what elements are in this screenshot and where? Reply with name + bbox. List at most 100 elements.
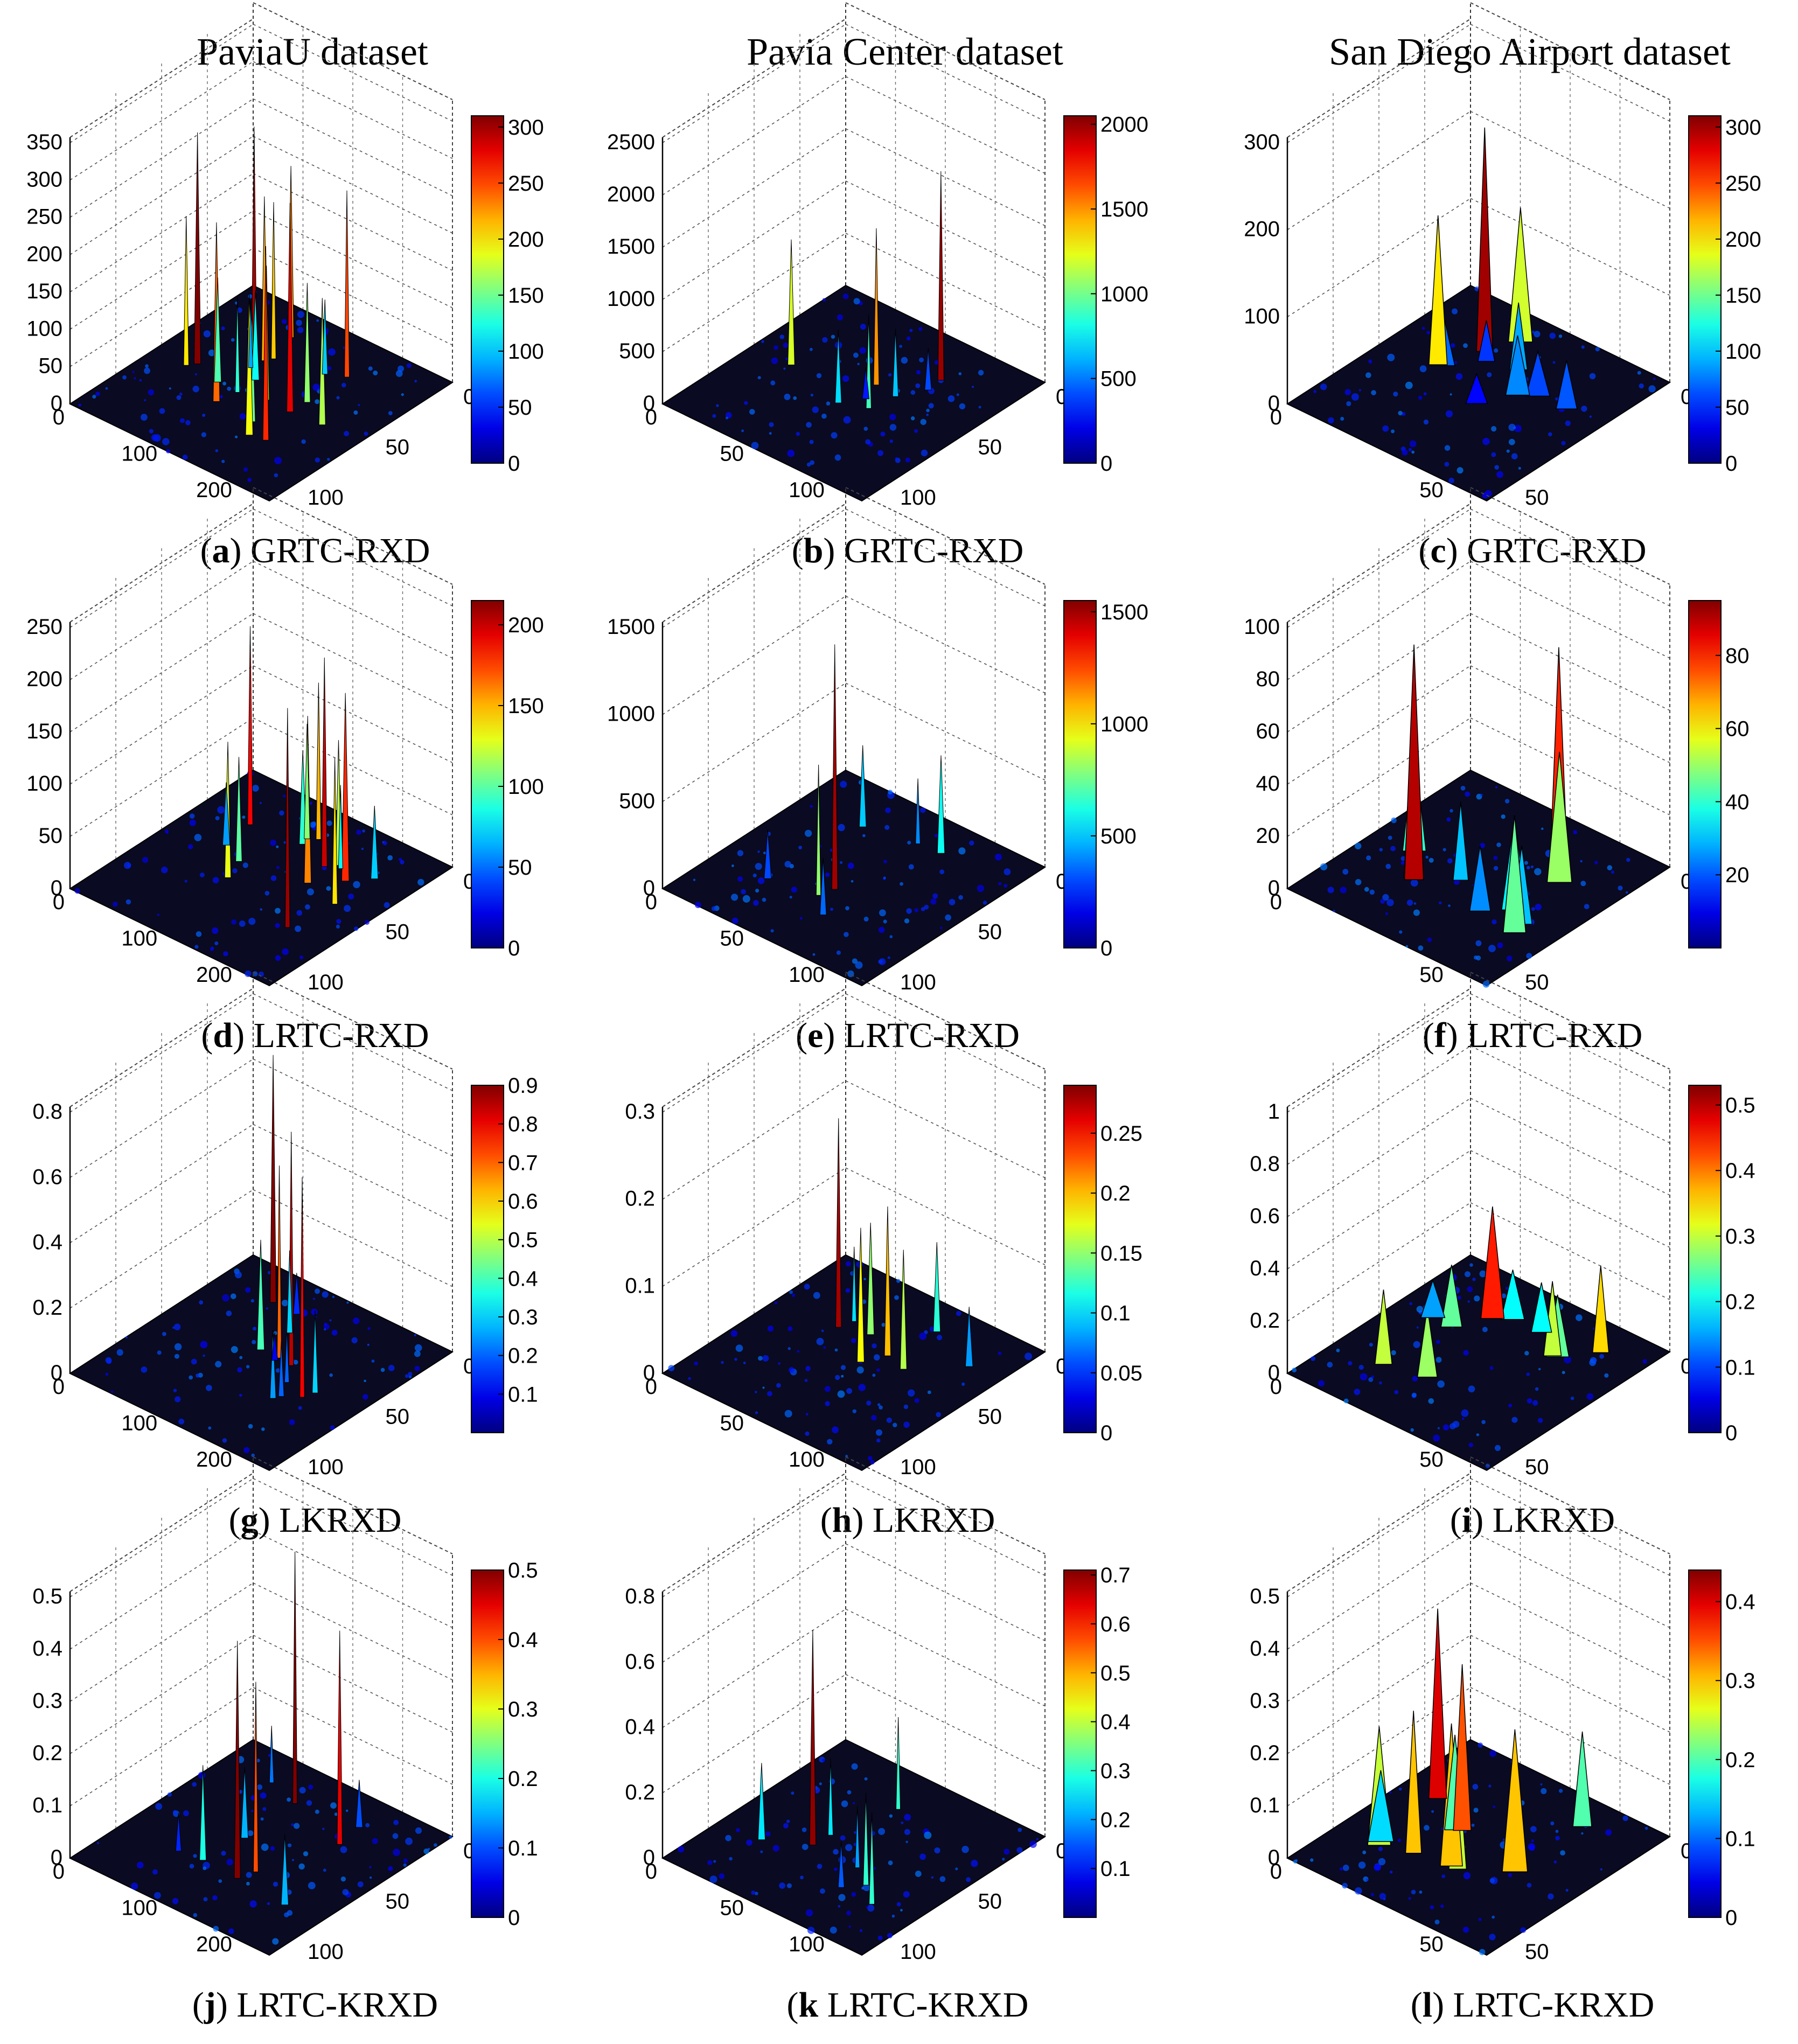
- surface-bump: [1365, 1878, 1369, 1881]
- surface-bump: [958, 895, 963, 900]
- surface-bump: [1410, 879, 1418, 887]
- surface-bump: [364, 920, 370, 925]
- surface-bump: [1494, 1445, 1501, 1451]
- surface-bump: [1492, 919, 1497, 925]
- surface-bump: [851, 1892, 856, 1897]
- surface-bump: [845, 1261, 851, 1267]
- panel-caption-g: (g) LKRXD: [228, 1501, 402, 1540]
- surface-bump: [312, 383, 320, 391]
- peak-mark: [281, 1833, 289, 1906]
- surface-bump: [1541, 827, 1544, 831]
- panel-method: LKRXD: [1492, 1501, 1615, 1540]
- y-tick-label: 50: [978, 1890, 1002, 1914]
- surface-bump: [895, 457, 898, 461]
- surface-bump: [214, 941, 219, 946]
- colorbar-tick-label: 0: [1725, 1421, 1737, 1445]
- colorbar-tick-label: 0: [1100, 452, 1112, 476]
- surface-bump: [306, 888, 314, 896]
- surface-bump: [884, 825, 890, 830]
- surface-bump: [295, 925, 302, 932]
- surface-bump: [215, 1361, 222, 1368]
- surface-bump: [245, 1287, 251, 1293]
- top-right-edge: [845, 972, 1046, 1070]
- surface-bump: [1475, 940, 1482, 946]
- surface-bump: [1524, 861, 1528, 865]
- surface-bump: [367, 1327, 371, 1330]
- colorbar-tick-label: 1500: [1100, 198, 1148, 221]
- surface-bump: [132, 371, 135, 373]
- surface-bump: [1002, 1858, 1005, 1861]
- colorbar-tick-label: 0.05: [1100, 1362, 1142, 1385]
- surface-bump: [1390, 846, 1396, 852]
- surface-bump: [914, 908, 919, 912]
- peak-mark: [873, 228, 880, 386]
- surface-bump: [928, 403, 934, 409]
- y-tick-label: 50: [978, 436, 1002, 459]
- surface-bump: [252, 1327, 257, 1331]
- surface-bump: [755, 1892, 758, 1895]
- surface-bump: [916, 370, 921, 375]
- surface-bump: [1386, 899, 1394, 906]
- surface-texture: [1320, 786, 1630, 988]
- surface-bump: [945, 914, 951, 921]
- surface-bump: [1426, 331, 1430, 334]
- z-tick-label: 1000: [607, 702, 655, 726]
- surface-bump: [712, 414, 716, 418]
- surface-bump: [857, 362, 860, 365]
- surface-bump: [1369, 361, 1372, 364]
- surface-bump: [810, 393, 814, 397]
- surface-bump: [786, 1883, 792, 1888]
- peak-mark: [199, 1765, 207, 1861]
- surface-bump: [1532, 1400, 1538, 1406]
- surface-bump: [844, 932, 849, 937]
- z-tick-label: 0.1: [1250, 1794, 1280, 1817]
- z-grid-right: [253, 136, 453, 234]
- colorbar-tick-label: 0.1: [1100, 1302, 1131, 1326]
- surface-bump: [208, 350, 215, 357]
- top-right-edge: [253, 972, 453, 1070]
- surface-bump: [830, 908, 834, 911]
- chart-panel-l: 0 0.1 0.2 0.3 0.4 0.5 0 50 0 50 0 0.1 0.2 0.3 0.4 (l) L…: [1233, 1456, 1798, 2044]
- peak-mark: [1405, 1711, 1422, 1854]
- colorbar-tick-label: 0.3: [508, 1698, 538, 1721]
- surface-bump: [914, 1398, 919, 1403]
- surface-bump: [810, 805, 813, 808]
- surface-bump: [213, 1926, 219, 1932]
- surface-plot-g: 00.20.40.60.801002000501000.10.20.30.40.…: [32, 972, 538, 1479]
- surface-bump: [1468, 1385, 1475, 1393]
- surface-bump: [236, 307, 242, 313]
- top-right-edge: [1470, 487, 1670, 585]
- surface-bump: [1534, 331, 1541, 338]
- peak-mark: [862, 367, 870, 400]
- surface-bump: [1310, 1858, 1314, 1862]
- surface-bump: [219, 395, 223, 399]
- surface-bump: [315, 399, 320, 404]
- peak-mark: [247, 626, 253, 825]
- surface-bump: [956, 393, 959, 396]
- colorbar-tick-label: 20: [1725, 863, 1750, 887]
- x-tick-label: 0: [645, 890, 657, 914]
- surface-bump: [1456, 467, 1464, 474]
- surface-bump: [334, 1812, 338, 1816]
- surface-bump: [978, 406, 981, 409]
- surface-bump: [1333, 910, 1335, 912]
- peaks: [256, 1055, 318, 1399]
- surface-bump: [1534, 868, 1542, 876]
- z-tick-label: 200: [26, 242, 62, 266]
- surface-bump: [1461, 1409, 1469, 1417]
- z-tick-label: 20: [1256, 824, 1280, 848]
- z-grid-right: [845, 1674, 1046, 1772]
- surface-bump: [1428, 1398, 1434, 1404]
- surface-plot-h: 00.10.20.305010005010000.050.10.150.20.2…: [625, 972, 1142, 1479]
- panel-letter: h: [832, 1501, 852, 1540]
- z-grid-left: [1287, 665, 1471, 785]
- surface-bump: [162, 1331, 166, 1336]
- surface-bump: [212, 1895, 218, 1901]
- z-tick-label: 0: [643, 392, 655, 415]
- z-grid-left: [1287, 1635, 1471, 1754]
- surface-bump: [1506, 449, 1510, 453]
- surface-bump: [851, 1338, 856, 1343]
- surface-bump: [847, 862, 854, 869]
- surface-bump: [260, 1792, 267, 1799]
